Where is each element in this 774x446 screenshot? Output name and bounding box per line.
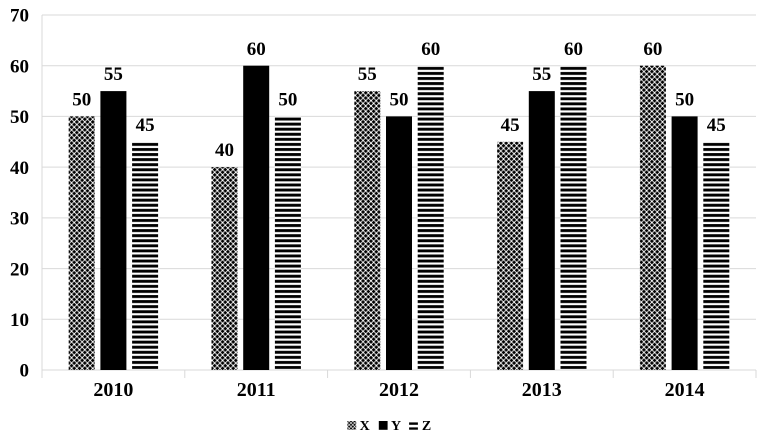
svg-text:60: 60 xyxy=(421,39,440,60)
svg-text:40: 40 xyxy=(10,158,29,179)
svg-text:70: 70 xyxy=(10,6,29,27)
svg-text:2014: 2014 xyxy=(665,379,705,401)
svg-text:50: 50 xyxy=(675,90,694,111)
svg-text:30: 30 xyxy=(10,209,29,230)
svg-text:20: 20 xyxy=(10,259,29,280)
svg-text:50: 50 xyxy=(72,90,91,111)
svg-text:10: 10 xyxy=(10,310,29,331)
svg-text:45: 45 xyxy=(501,115,520,136)
svg-text:60: 60 xyxy=(564,39,583,60)
svg-text:55: 55 xyxy=(358,64,377,85)
svg-text:2011: 2011 xyxy=(237,379,276,401)
svg-text:2012: 2012 xyxy=(379,379,419,401)
svg-text:60: 60 xyxy=(643,39,662,60)
svg-text:Z: Z xyxy=(422,419,431,434)
svg-text:55: 55 xyxy=(532,64,551,85)
svg-text:60: 60 xyxy=(10,56,29,77)
svg-text:55: 55 xyxy=(104,64,123,85)
svg-text:40: 40 xyxy=(215,140,234,161)
svg-text:2013: 2013 xyxy=(522,379,562,401)
svg-text:Y: Y xyxy=(391,419,401,434)
svg-text:0: 0 xyxy=(20,361,30,382)
svg-text:60: 60 xyxy=(247,39,266,60)
svg-text:45: 45 xyxy=(707,115,726,136)
svg-text:50: 50 xyxy=(10,107,29,128)
svg-text:X: X xyxy=(360,419,370,434)
svg-text:50: 50 xyxy=(390,90,409,111)
svg-text:50: 50 xyxy=(278,90,297,111)
svg-text:2010: 2010 xyxy=(93,379,133,401)
svg-text:45: 45 xyxy=(136,115,155,136)
